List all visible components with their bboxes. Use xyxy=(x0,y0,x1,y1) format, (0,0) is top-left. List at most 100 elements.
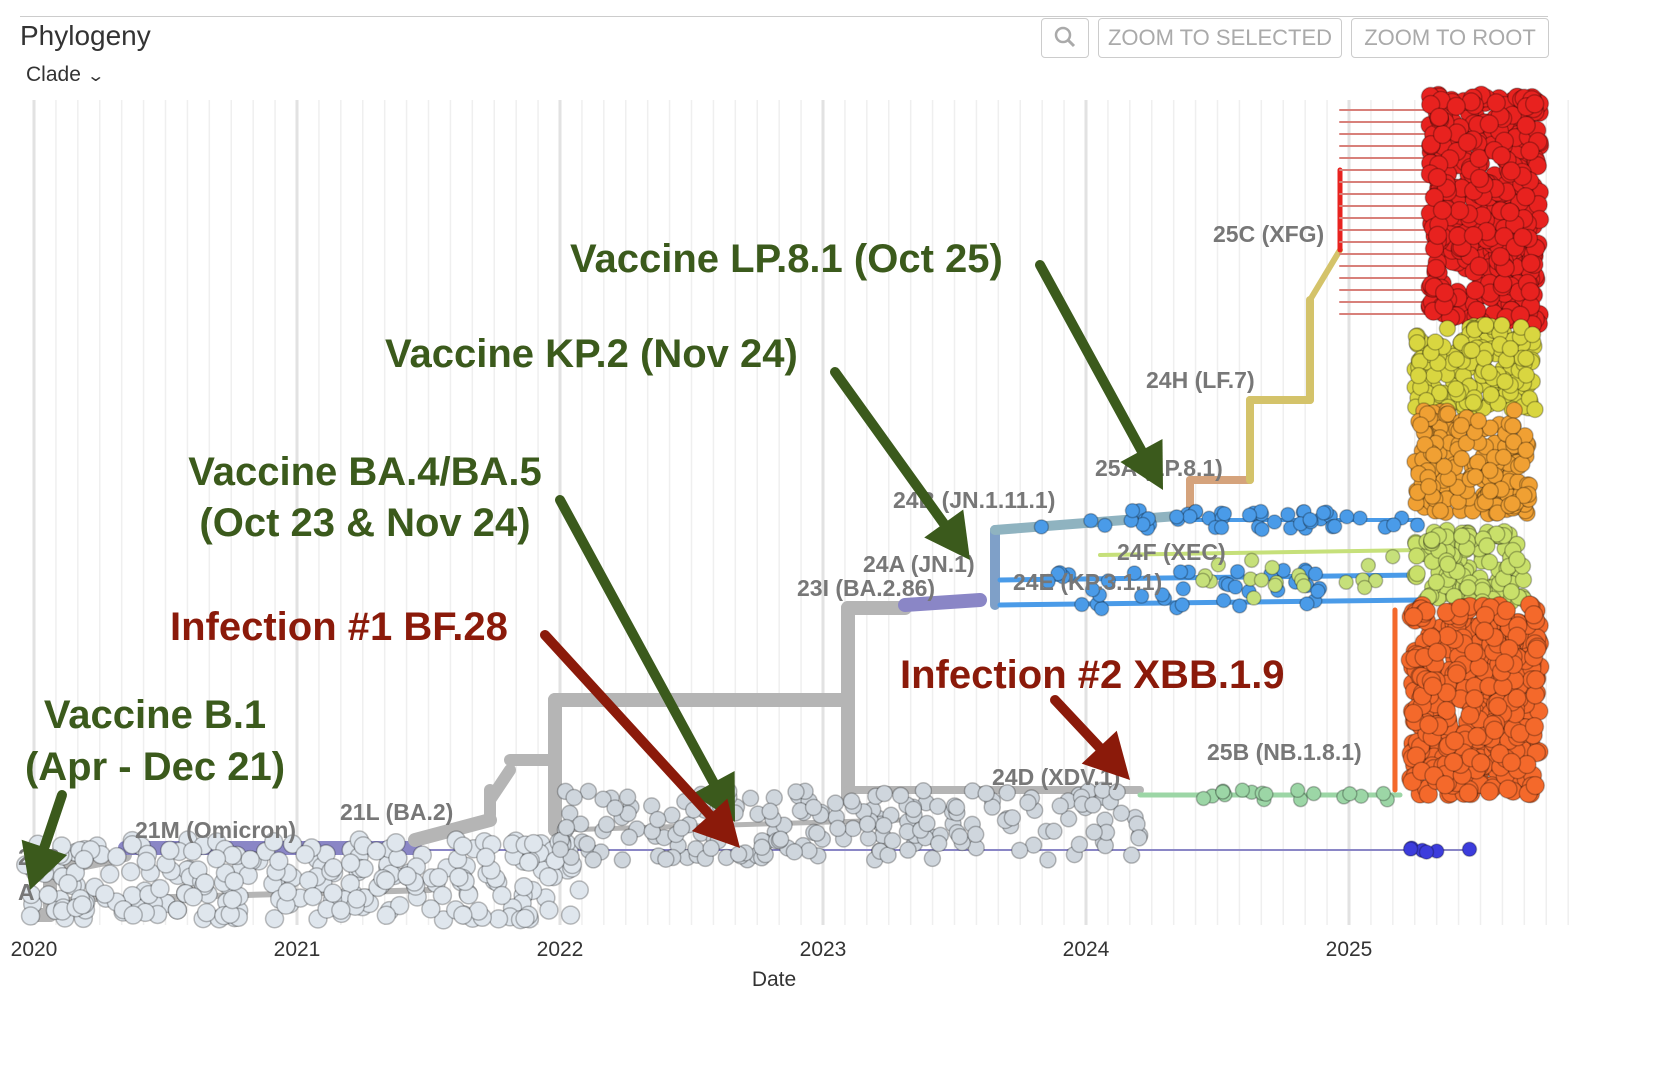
tip-node xyxy=(929,797,947,816)
tip-node xyxy=(1267,577,1283,593)
tip-node xyxy=(1493,274,1513,294)
tip-node xyxy=(136,851,156,872)
arrow-head xyxy=(21,839,68,890)
tip-node xyxy=(1070,835,1089,854)
tip-node xyxy=(1084,796,1102,814)
tip-node xyxy=(1493,316,1511,334)
tip-node xyxy=(551,840,570,859)
zoom-button[interactable] xyxy=(1041,18,1089,58)
tip-node xyxy=(1426,258,1446,279)
tip-node xyxy=(1241,507,1258,523)
magnifier-icon xyxy=(1054,26,1076,48)
tip-node xyxy=(1003,809,1022,827)
tip-node xyxy=(1467,726,1487,747)
tip-node xyxy=(785,843,804,861)
tip-node xyxy=(875,784,894,803)
tip-node xyxy=(1296,578,1312,594)
tip-node xyxy=(150,878,170,899)
tip-node xyxy=(1503,495,1522,513)
tip-node xyxy=(432,885,453,906)
color-by-dropdown[interactable]: Clade ⌄ xyxy=(26,63,105,87)
tip-node xyxy=(120,862,141,882)
tip-node xyxy=(1280,506,1296,523)
tip-node xyxy=(1429,107,1450,127)
tip-node xyxy=(1420,94,1441,115)
tip-node xyxy=(298,870,319,891)
color-by-value: Clade xyxy=(26,63,81,86)
tip-node xyxy=(1512,227,1533,248)
tip-node xyxy=(1447,664,1467,684)
tip-node xyxy=(1215,592,1232,609)
tip-node xyxy=(514,877,534,897)
clade-label: 21M (Omicron) xyxy=(135,817,296,843)
tip-node xyxy=(1435,775,1455,795)
tip-node xyxy=(1254,521,1270,538)
tip-node xyxy=(1496,372,1514,391)
tip-node xyxy=(1100,573,1117,589)
tip-node xyxy=(804,798,823,817)
tip-node xyxy=(918,814,936,833)
tip-node xyxy=(1425,446,1443,464)
tip-node xyxy=(1481,461,1499,480)
tip-node xyxy=(899,841,917,859)
tip-node xyxy=(842,792,861,810)
tip-node xyxy=(1213,519,1230,536)
clade-label: 25B (NB.1.8.1) xyxy=(1207,739,1362,765)
clade-label: 24F (XEC) xyxy=(1117,539,1226,565)
zoom-to-root-button[interactable]: ZOOM TO ROOT xyxy=(1351,18,1549,58)
tip-node xyxy=(1360,557,1377,574)
tip-node xyxy=(1486,93,1506,113)
tip-node xyxy=(1305,785,1322,802)
tip-node xyxy=(1215,784,1231,800)
tip-node xyxy=(183,887,203,907)
tip-node xyxy=(1122,846,1141,864)
tip-node xyxy=(914,782,933,800)
zoom-to-selected-button[interactable]: ZOOM TO SELECTED xyxy=(1098,18,1342,58)
tip-node xyxy=(1494,653,1515,673)
tip-node xyxy=(560,905,581,925)
tip-node xyxy=(453,836,473,856)
tip-node xyxy=(741,789,760,807)
tip-node xyxy=(1457,434,1476,452)
tip-node xyxy=(74,849,94,870)
tip-node xyxy=(160,840,180,861)
annotation-text: Vaccine B.1 xyxy=(44,693,266,737)
tip-node xyxy=(323,883,343,903)
tip-node xyxy=(1130,829,1148,847)
tip-node xyxy=(569,880,590,900)
tip-node xyxy=(1315,505,1332,521)
tip-node xyxy=(1469,412,1488,430)
tip-node xyxy=(1449,200,1470,221)
tip-node xyxy=(386,832,406,853)
annotation-text: Infection #1 BF.28 xyxy=(170,605,508,649)
tip-node xyxy=(929,834,948,853)
tip-node xyxy=(95,884,115,904)
tip-node xyxy=(1438,626,1458,646)
arrow-head xyxy=(691,798,740,848)
tip-node xyxy=(1436,700,1457,721)
tip-node xyxy=(1524,94,1545,114)
tip-node xyxy=(1508,550,1526,569)
tip-node xyxy=(1482,385,1500,404)
tip-node xyxy=(1463,642,1484,662)
tip-node xyxy=(222,845,243,866)
tip-node xyxy=(1367,572,1384,589)
tip-node xyxy=(282,834,303,854)
arrow-head xyxy=(924,509,970,560)
tip-node xyxy=(1526,670,1546,690)
tip-node xyxy=(983,798,1001,816)
tip-node xyxy=(107,846,127,867)
tip-node xyxy=(1527,639,1547,659)
tip-node xyxy=(1423,676,1443,697)
tip-node xyxy=(904,800,923,819)
tip-node xyxy=(950,827,969,846)
tip-node xyxy=(998,784,1016,802)
tip-node xyxy=(1409,517,1426,533)
tip-node xyxy=(1289,782,1306,799)
tip-node xyxy=(1502,582,1520,601)
tip-node xyxy=(808,824,826,842)
tip-node xyxy=(829,819,847,838)
tip-node xyxy=(428,867,449,888)
branch xyxy=(898,593,987,612)
